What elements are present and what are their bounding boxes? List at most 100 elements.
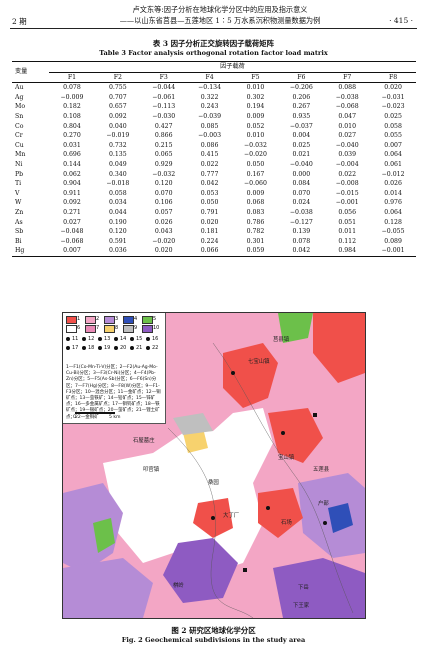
factor-load-cell: 0.065 <box>154 151 173 159</box>
factor-load-cell: 0.083 <box>246 208 265 216</box>
table-row: Co 0.804 0.040 0.427 0.085 0.052 −0.037 0.010 0.… <box>12 122 416 132</box>
zone-mixed-southeast <box>273 558 365 618</box>
place-label: 石场 <box>281 520 292 526</box>
factor-load-cell: 0.984 <box>324 246 371 257</box>
place-label: 五莲县 <box>313 467 330 473</box>
column-header-factor: F8 <box>370 72 416 84</box>
legend-point-item: 19 <box>98 345 113 353</box>
scale-bar: 0 5 km <box>73 412 125 422</box>
variable-cell: Cr <box>15 132 23 140</box>
factor-load-cell: 0.058 <box>108 189 127 197</box>
legend-swatch-label: 7 <box>96 325 100 331</box>
factor-load-cell: 0.782 <box>246 228 265 236</box>
legend-swatch <box>104 316 115 324</box>
factor-load-cell: 0.786 <box>246 218 265 226</box>
factor-load-cell: 0.042 <box>278 246 325 257</box>
factor-load-cell: −0.061 <box>152 93 176 101</box>
mineral-point-marker <box>266 506 270 510</box>
factor-load-cell: 0.039 <box>338 151 357 159</box>
factor-load-cell: 0.025 <box>384 112 402 120</box>
factor-load-cell: −0.032 <box>243 141 267 149</box>
table-row: Ni 0.144 0.049 0.929 0.022 0.050 −0.040 −0.004 0… <box>12 160 416 170</box>
factor-load-cell: −0.060 <box>243 180 267 188</box>
factor-load-cell: 0.135 <box>108 151 127 159</box>
zone-f5-west <box>93 518 115 553</box>
factor-load-cell: 0.078 <box>292 237 311 245</box>
table-row: V 0.911 0.058 0.070 0.053 0.009 0.070 −0.015 0.0… <box>12 189 416 199</box>
factor-load-cell: −0.031 <box>381 93 405 101</box>
mineral-point-marker <box>323 521 327 525</box>
factor-load-cell: 0.084 <box>292 180 311 188</box>
factor-load-cell: 0.591 <box>108 237 127 245</box>
factor-load-cell: 0.106 <box>154 199 173 207</box>
factor-load-cell: 0.732 <box>108 141 127 149</box>
factor-load-cell: −0.038 <box>289 208 313 216</box>
variable-cell: Bi <box>15 237 22 245</box>
factor-load-cell: 0.051 <box>338 218 357 226</box>
factor-load-cell: 0.068 <box>246 199 265 207</box>
legend-swatch-item: 10 <box>142 325 160 333</box>
table-row: Sn 0.108 0.092 −0.030 −0.039 0.009 0.935 0.047 0… <box>12 112 416 122</box>
legend-point-label: 20 <box>120 345 127 351</box>
legend-swatch <box>123 316 134 324</box>
table-row: Pb 0.062 0.340 −0.032 0.777 0.167 0.000 0.022 −0… <box>12 170 416 180</box>
factor-load-cell: −0.068 <box>335 103 359 111</box>
variable-cell: Pb <box>15 170 24 178</box>
factor-load-cell: 0.301 <box>246 237 265 245</box>
factor-load-cell: −0.037 <box>289 122 313 130</box>
factor-load-table: 变量 因子载荷 F1 F2 F3 F4 F5 F6 F7 F8 Au 0.078 0.755 −0.… <box>12 60 416 257</box>
factor-load-cell: 0.120 <box>108 228 127 236</box>
factor-load-cell: −0.020 <box>243 151 267 159</box>
legend-swatch-item: 8 <box>104 325 122 333</box>
factor-load-cell: −0.019 <box>106 132 130 140</box>
factor-load-cell: −0.015 <box>335 189 359 197</box>
factor-load-cell: −0.001 <box>335 199 359 207</box>
table-caption-zh: 表 3 因子分析正交旋转因子载荷矩阵 <box>152 39 275 48</box>
column-header-factor: F2 <box>94 72 141 84</box>
zone-f5-north <box>278 313 313 343</box>
factor-load-cell: 0.010 <box>338 122 357 130</box>
factor-load-cell: 0.181 <box>200 228 219 236</box>
legend-point-marker <box>98 337 102 341</box>
legend-point-marker <box>98 346 102 350</box>
column-header-factor: F1 <box>49 72 95 84</box>
table-row: W 0.092 0.034 0.106 0.050 0.068 0.024 −0.001 0.9… <box>12 198 416 208</box>
factor-load-cell: 0.036 <box>94 246 141 257</box>
factor-load-cell: 0.707 <box>108 93 127 101</box>
factor-load-cell: 0.056 <box>338 208 357 216</box>
factor-load-cell: 0.267 <box>292 103 311 111</box>
factor-load-cell: 0.935 <box>292 112 311 120</box>
legend-swatch-label: 4 <box>134 316 138 322</box>
map-canvas <box>63 313 365 618</box>
place-label: 宝山镇 <box>278 455 295 461</box>
factor-load-cell: 0.050 <box>200 199 219 207</box>
legend-point-marker <box>114 337 118 341</box>
factor-load-cell: 0.427 <box>154 122 173 130</box>
figure-caption-zh: 图 2 研究区地球化学分区 <box>171 626 256 635</box>
legend-swatch-label: 9 <box>134 325 138 331</box>
variable-cell: Au <box>15 84 24 92</box>
table-row: Hg 0.007 0.036 0.020 0.066 0.059 0.042 0.984 −0.… <box>12 246 416 257</box>
legend-swatch-label: 10 <box>153 325 160 331</box>
factor-load-cell: 0.007 <box>384 141 402 149</box>
factor-load-cell: 0.904 <box>63 180 81 188</box>
legend-point-label: 12 <box>88 336 95 342</box>
legend-swatch-label: 2 <box>96 316 100 322</box>
legend-point-item: 11 <box>66 336 81 344</box>
legend-swatch-label: 5 <box>153 316 157 322</box>
legend-swatch <box>142 316 153 324</box>
factor-load-cell: 0.050 <box>246 160 265 168</box>
place-label: 大丁厂 <box>223 513 240 519</box>
legend-point-label: 15 <box>136 336 143 342</box>
factor-load-cell: 0.040 <box>108 122 127 130</box>
legend-point-item: 13 <box>98 336 113 344</box>
factor-load-cell: 0.009 <box>246 189 265 197</box>
legend-description: 1—F1(Co-Mn-Ti-V)分区；2—F2(Au-Ag-Mo-Cu-Bi)分… <box>66 365 161 420</box>
column-header-factor: F6 <box>278 72 325 84</box>
factor-load-cell: 0.064 <box>384 151 402 159</box>
river-line <box>167 427 254 618</box>
mineral-point-marker <box>281 431 285 435</box>
header-title-line2: ——以山东省莒县—五莲地区 1∶5 万水系沉积物测量数据为例 <box>119 16 321 25</box>
factor-load-cell: −0.003 <box>198 132 222 140</box>
factor-load-cell: 0.088 <box>338 84 357 92</box>
